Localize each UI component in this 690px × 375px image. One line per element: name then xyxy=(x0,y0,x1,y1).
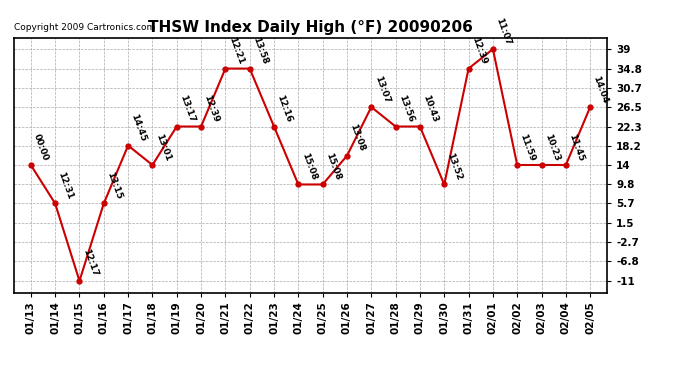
Text: 14:45: 14:45 xyxy=(130,112,148,143)
Text: Copyright 2009 Cartronics.com: Copyright 2009 Cartronics.com xyxy=(14,23,155,32)
Text: 12:17: 12:17 xyxy=(81,248,99,278)
Text: 10:43: 10:43 xyxy=(422,94,440,124)
Text: 13:08: 13:08 xyxy=(348,123,366,153)
Text: 11:45: 11:45 xyxy=(567,132,586,162)
Text: 13:17: 13:17 xyxy=(178,94,197,124)
Text: 12:39: 12:39 xyxy=(470,36,489,66)
Text: 13:52: 13:52 xyxy=(446,152,464,182)
Text: 11:59: 11:59 xyxy=(519,132,537,162)
Text: 13:15: 13:15 xyxy=(105,171,124,201)
Text: 13:07: 13:07 xyxy=(373,74,391,104)
Title: THSW Index Daily High (°F) 20090206: THSW Index Daily High (°F) 20090206 xyxy=(148,20,473,35)
Text: 00:00: 00:00 xyxy=(32,133,50,162)
Text: 13:01: 13:01 xyxy=(154,132,172,162)
Text: 12:21: 12:21 xyxy=(227,36,245,66)
Text: 14:04: 14:04 xyxy=(591,74,610,104)
Text: 12:31: 12:31 xyxy=(57,171,75,201)
Text: 15:08: 15:08 xyxy=(299,152,318,182)
Text: 15:08: 15:08 xyxy=(324,152,342,182)
Text: 13:56: 13:56 xyxy=(397,94,415,124)
Text: 10:23: 10:23 xyxy=(543,132,561,162)
Text: 12:39: 12:39 xyxy=(202,94,221,124)
Text: 13:58: 13:58 xyxy=(251,36,269,66)
Text: 12:16: 12:16 xyxy=(275,94,294,124)
Text: 11:07: 11:07 xyxy=(494,16,513,46)
